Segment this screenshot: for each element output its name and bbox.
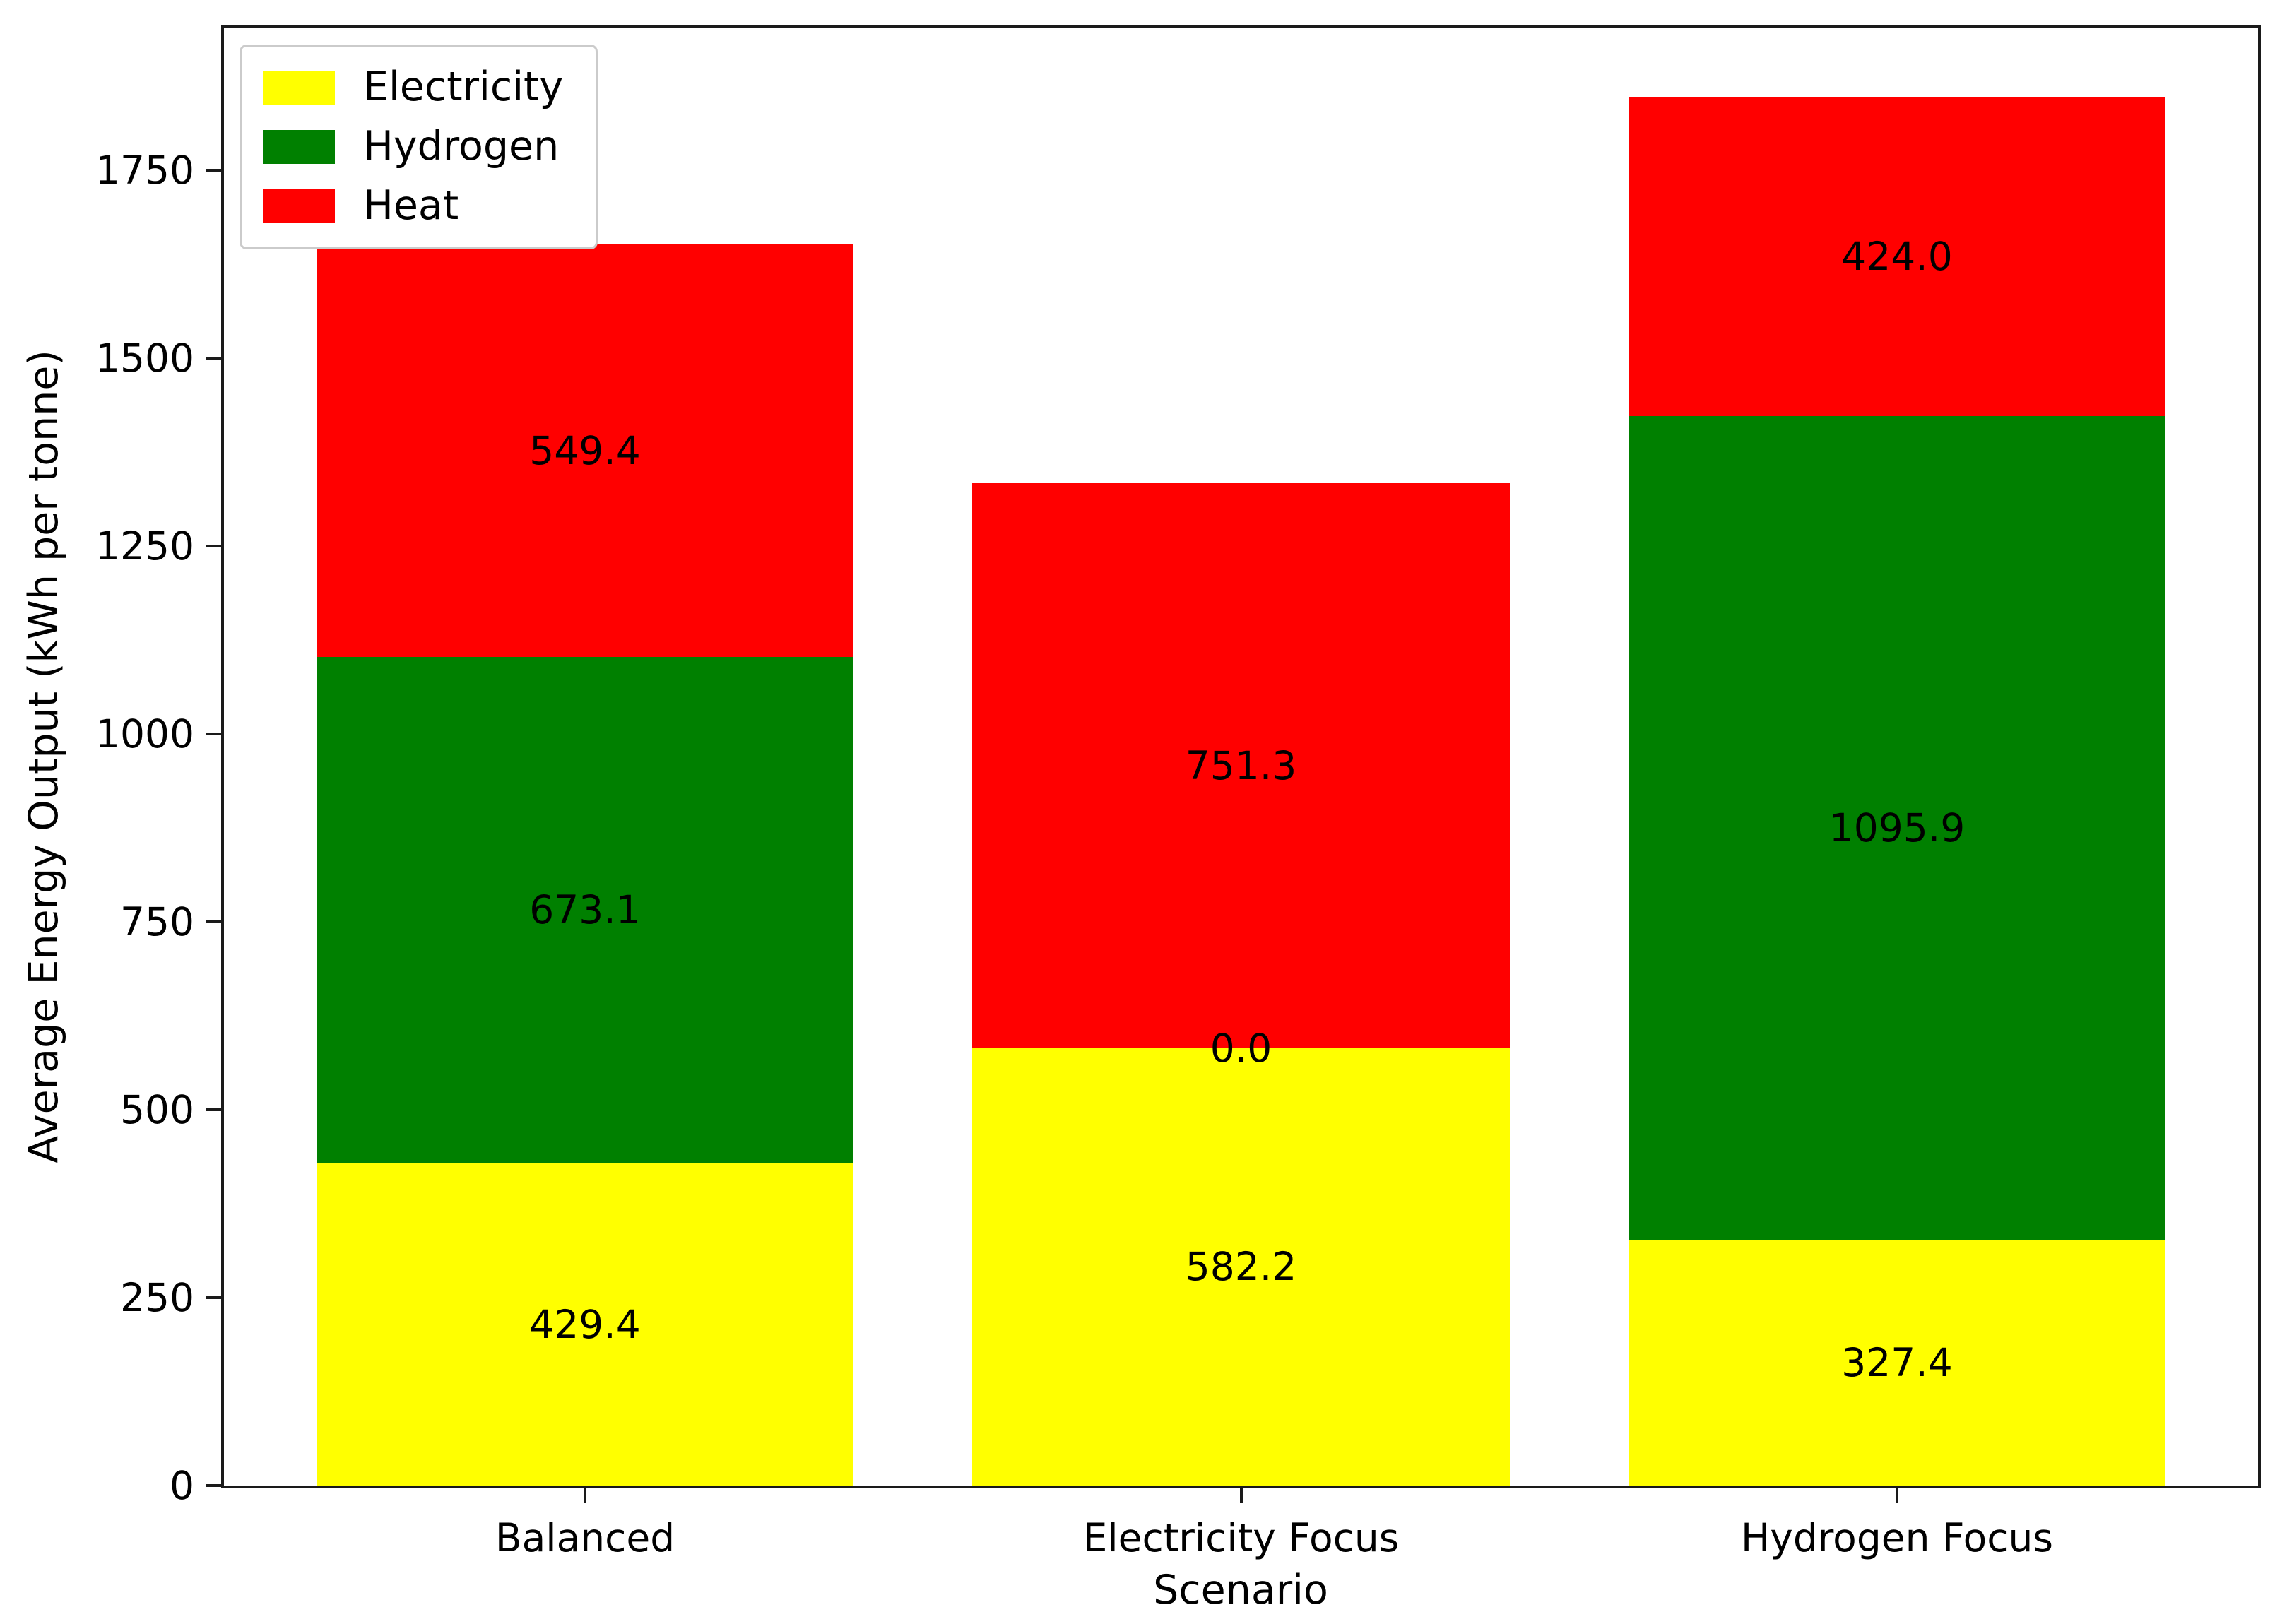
bar-segment-value: 1095.9 bbox=[1828, 805, 1966, 850]
x-axis-title: Scenario bbox=[1153, 1567, 1328, 1613]
x-tick-label: Hydrogen Focus bbox=[1740, 1515, 2053, 1560]
bar-segment-hydrogen bbox=[316, 657, 854, 1163]
bar-segment-hydrogen bbox=[1628, 415, 2165, 1240]
y-tick-mark bbox=[206, 733, 221, 736]
plot-area: 0 250 500 750 1000 1250 1500 1750 Balanced 429.4 6… bbox=[95, 25, 2261, 1560]
bar-segment-electricity bbox=[972, 1048, 1510, 1486]
bar-segment-heat bbox=[1628, 97, 2165, 416]
x-tick-label: Electricity Focus bbox=[1082, 1515, 1400, 1560]
bar-segment-value: 673.1 bbox=[529, 887, 641, 933]
bar-segment-heat bbox=[316, 244, 854, 658]
y-tick-label: 250 bbox=[120, 1275, 194, 1321]
y-tick-mark bbox=[206, 169, 221, 172]
y-tick-mark bbox=[206, 545, 221, 548]
x-tick-mark bbox=[584, 1486, 587, 1503]
bar-segment-electricity bbox=[1628, 1239, 2165, 1486]
y-tick-label: 750 bbox=[120, 899, 194, 945]
y-tick-label: 0 bbox=[170, 1463, 194, 1508]
x-tick-mark bbox=[1239, 1486, 1243, 1503]
x-tick-label: Balanced bbox=[495, 1515, 675, 1560]
y-tick-mark bbox=[206, 920, 221, 924]
legend-label: Heat bbox=[363, 182, 459, 229]
x-tick-mark bbox=[1895, 1486, 1898, 1503]
y-tick-mark bbox=[206, 357, 221, 360]
y-tick-mark bbox=[206, 1296, 221, 1300]
legend-label: Hydrogen bbox=[363, 122, 560, 170]
legend: Electricity Hydrogen Heat bbox=[240, 45, 598, 249]
bar-segment-value: 582.2 bbox=[1185, 1244, 1297, 1290]
y-axis-title: Average Energy Output (kWh per tonne) bbox=[20, 350, 67, 1163]
y-tick-mark bbox=[206, 1484, 221, 1487]
bar-segment-heat bbox=[972, 483, 1510, 1048]
legend-swatch-hydrogen bbox=[263, 129, 335, 164]
bar-segment-value: 751.3 bbox=[1185, 742, 1297, 788]
legend-label: Electricity bbox=[363, 64, 564, 110]
bar-segment-value: 424.0 bbox=[1841, 234, 1953, 280]
y-tick-mark bbox=[206, 1108, 221, 1112]
legend-swatch-heat bbox=[263, 189, 335, 223]
y-tick-label: 1500 bbox=[95, 336, 194, 381]
legend-entry: Hydrogen bbox=[263, 122, 563, 170]
y-tick-label: 1000 bbox=[95, 711, 194, 757]
legend-swatch-electricity bbox=[263, 70, 335, 105]
bar-segment-value: 0.0 bbox=[1210, 1025, 1272, 1071]
bar-segment-electricity bbox=[316, 1163, 854, 1486]
legend-entry: Heat bbox=[263, 182, 563, 229]
bar-segment-value: 429.4 bbox=[529, 1301, 641, 1347]
y-tick-label: 1750 bbox=[95, 148, 194, 194]
y-tick-label: 500 bbox=[120, 1087, 194, 1133]
bar-segment-value: 549.4 bbox=[529, 427, 641, 473]
legend-entry: Electricity bbox=[263, 66, 563, 109]
y-tick-label: 1250 bbox=[95, 523, 194, 569]
bar-segment-value: 327.4 bbox=[1841, 1339, 1953, 1385]
